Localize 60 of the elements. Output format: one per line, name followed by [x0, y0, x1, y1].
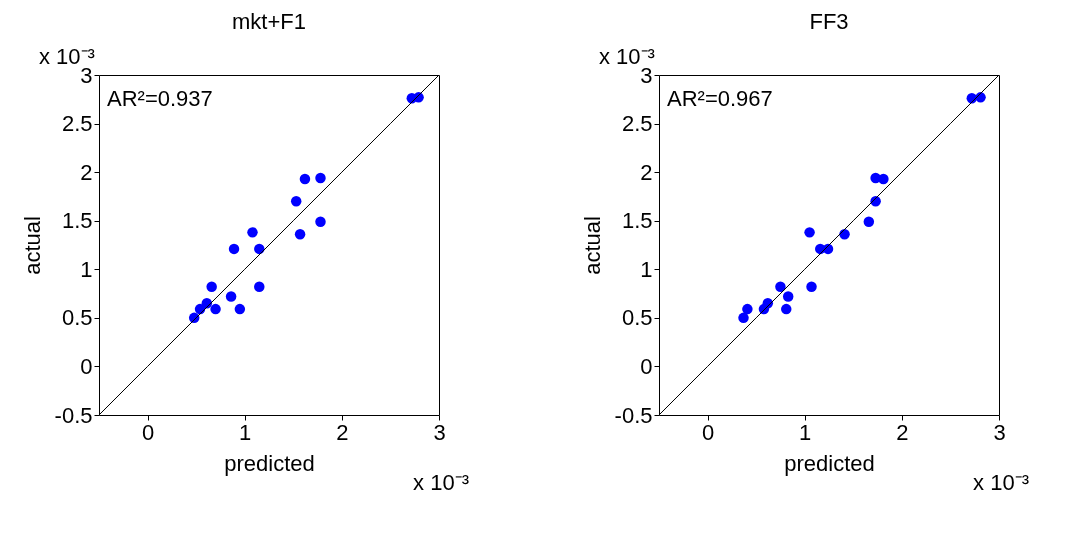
- x-tick-label: 1: [799, 419, 812, 445]
- point: [225, 291, 237, 302]
- point: [315, 216, 326, 227]
- y-tick-label: -0.5: [54, 402, 93, 428]
- point: [804, 227, 815, 238]
- y-tick-label: 0: [640, 353, 653, 379]
- x-tick-label: 1: [239, 419, 252, 445]
- point: [839, 229, 850, 240]
- point: [878, 173, 889, 185]
- point: [775, 281, 786, 293]
- y-tick-label: 1: [80, 256, 93, 282]
- y-tick-label: -0.5: [614, 402, 653, 428]
- y-tick-label: 0.5: [621, 305, 653, 331]
- point: [806, 281, 817, 293]
- y-axis-title: actual: [19, 216, 45, 275]
- point: [294, 229, 306, 240]
- y-tick-label: 0: [80, 353, 93, 379]
- y-tick-label: 1: [640, 256, 653, 282]
- y-tick-label: 0.5: [61, 305, 93, 331]
- y-tick-label: 1.5: [61, 208, 93, 234]
- point: [738, 312, 749, 324]
- text: x 10⁻³: [413, 470, 469, 495]
- text: x 10⁻³: [973, 470, 1029, 495]
- point: [299, 173, 311, 185]
- point: [206, 281, 217, 293]
- point: [234, 303, 246, 315]
- point: [228, 243, 240, 255]
- point: [782, 291, 794, 302]
- point: [247, 227, 258, 238]
- point: [290, 196, 302, 207]
- y-tick-label: 1.5: [621, 208, 653, 234]
- point: [870, 196, 881, 207]
- point: [413, 92, 424, 103]
- x-tick-label: 2: [896, 419, 909, 445]
- y-axis-title: actual: [579, 216, 605, 275]
- y-tick-label: 2.5: [61, 111, 93, 137]
- y-tick-label: 2: [80, 159, 93, 185]
- point: [254, 243, 265, 255]
- point: [742, 303, 753, 315]
- chart-title: FF3: [809, 9, 849, 34]
- x-tick-label: 3: [433, 419, 446, 445]
- x-axis-title: predicted: [224, 450, 315, 476]
- y-tick-label: 2.5: [621, 111, 653, 137]
- point: [210, 303, 221, 315]
- point: [254, 281, 265, 293]
- x-axis-title: predicted: [784, 450, 875, 476]
- chart-title: mkt+F1: [232, 9, 306, 34]
- x-tick-label: 3: [993, 419, 1006, 445]
- annotation: AR²=0.937: [107, 86, 213, 111]
- point: [781, 303, 792, 315]
- annotation: AR²=0.967: [667, 86, 773, 111]
- x-tick-label: 2: [336, 419, 349, 445]
- point: [863, 216, 875, 227]
- x-tick-label: 0: [701, 419, 715, 445]
- x-tick-label: 0: [141, 419, 155, 445]
- point: [188, 312, 200, 324]
- point: [975, 92, 986, 103]
- point: [315, 172, 326, 184]
- y-tick-label: 2: [640, 159, 653, 185]
- point: [194, 303, 206, 315]
